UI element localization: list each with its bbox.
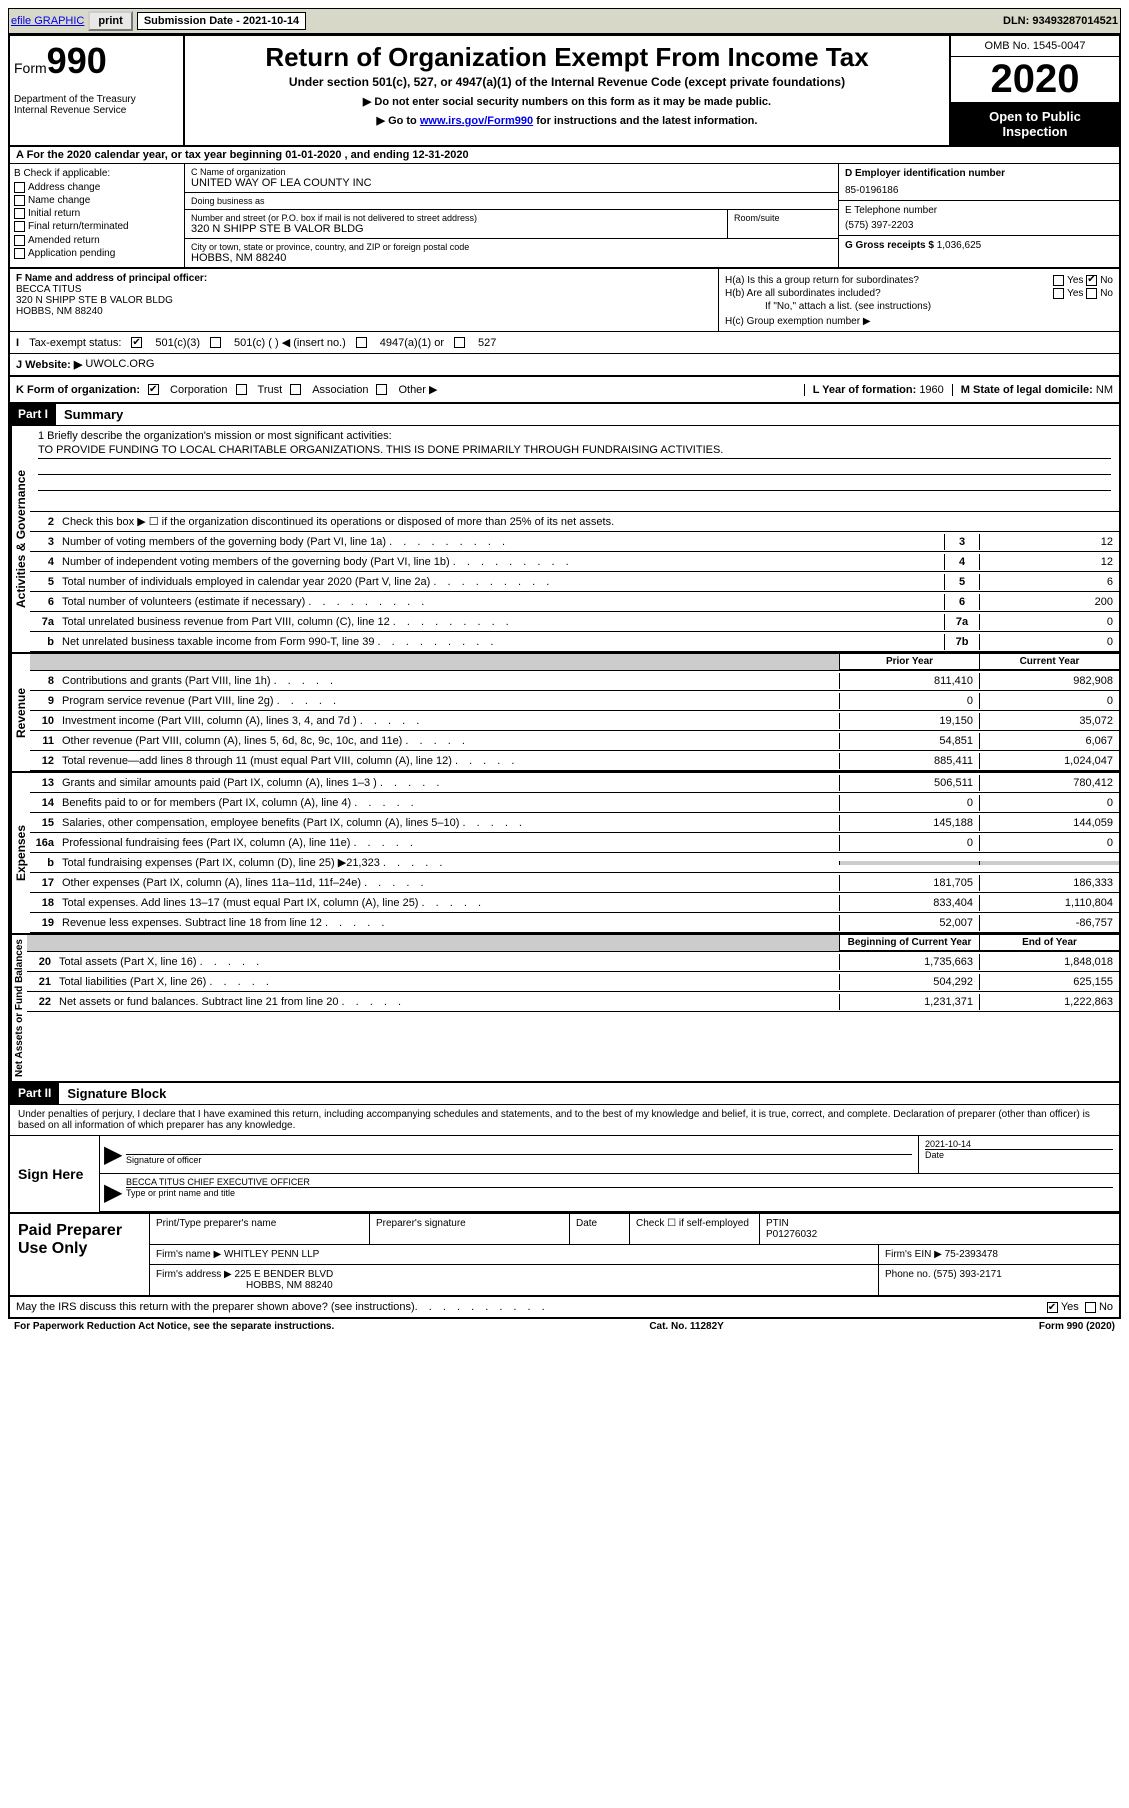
submission-date: Submission Date - 2021-10-14 [137,12,306,30]
check-discuss-no[interactable] [1085,1302,1096,1313]
instruction-1: ▶ Do not enter social security numbers o… [191,95,943,108]
officer-name: BECCA TITUS [16,284,712,295]
col-f-officer: F Name and address of principal officer:… [10,269,719,331]
city-state-zip: HOBBS, NM 88240 [191,252,832,264]
table-row: 7aTotal unrelated business revenue from … [30,612,1119,632]
ein: 85-0196186 [845,185,1113,196]
dln: DLN: 93493287014521 [1003,15,1118,27]
table-row: 12Total revenue—add lines 8 through 11 (… [30,751,1119,771]
table-row: bTotal fundraising expenses (Part IX, co… [30,853,1119,873]
table-row: bNet unrelated business taxable income f… [30,632,1119,652]
table-row: 4Number of independent voting members of… [30,552,1119,572]
efile-link[interactable]: efile GRAPHIC [11,15,84,27]
activities-governance: Activities & Governance 1 Briefly descri… [10,426,1119,654]
sign-here-block: Sign Here ▶ Signature of officer 2021-10… [10,1135,1119,1212]
footer-line: For Paperwork Reduction Act Notice, see … [8,1319,1121,1334]
check-application-pending[interactable]: Application pending [14,248,180,259]
check-4947[interactable] [356,337,367,348]
table-row: 13Grants and similar amounts paid (Part … [30,773,1119,793]
mission-text: TO PROVIDE FUNDING TO LOCAL CHARITABLE O… [38,442,1111,459]
row-k-form-org: K Form of organization: Corporation Trus… [10,377,1119,404]
tax-year: 2020 [951,57,1119,103]
form-title: Return of Organization Exempt From Incom… [191,42,943,73]
table-row: 6Total number of volunteers (estimate if… [30,592,1119,612]
officer-name-title: BECCA TITUS CHIEF EXECUTIVE OFFICER [126,1177,1113,1188]
firm-ein: 75-2393478 [945,1249,998,1260]
table-row: 15Salaries, other compensation, employee… [30,813,1119,833]
col-h-group: H(a) Is this a group return for subordin… [719,269,1119,331]
state-domicile: NM [1096,384,1113,396]
perjury-statement: Under penalties of perjury, I declare th… [10,1105,1119,1135]
table-row: 5Total number of individuals employed in… [30,572,1119,592]
revenue-section: Revenue Prior Year Current Year 8Contrib… [10,654,1119,773]
row-j-website: J Website: ▶ UWOLC.ORG [10,354,1119,377]
form-subtitle: Under section 501(c), 527, or 4947(a)(1)… [191,75,943,89]
form-header: Form990 Department of the Treasury Inter… [10,36,1119,147]
expenses-section: Expenses 13Grants and similar amounts pa… [10,773,1119,935]
signature-date: 2021-10-14 [925,1139,1113,1150]
table-row: 9Program service revenue (Part VIII, lin… [30,691,1119,711]
check-discuss-yes[interactable] [1047,1302,1058,1313]
check-address-change[interactable]: Address change [14,182,180,193]
firm-address: 225 E BENDER BLVD [235,1269,334,1280]
table-row: 16aProfessional fundraising fees (Part I… [30,833,1119,853]
check-association[interactable] [290,384,301,395]
ptin: P01276032 [766,1229,1113,1240]
check-amended-return[interactable]: Amended return [14,235,180,246]
check-corporation[interactable] [148,384,159,395]
table-row: 22Net assets or fund balances. Subtract … [27,992,1119,1012]
check-final-return[interactable]: Final return/terminated [14,221,180,232]
table-row: 21Total liabilities (Part X, line 26) . … [27,972,1119,992]
check-initial-return[interactable]: Initial return [14,208,180,219]
row-a-tax-year: A For the 2020 calendar year, or tax yea… [10,147,1119,164]
section-fgh: F Name and address of principal officer:… [10,269,1119,332]
instruction-2: ▶ Go to www.irs.gov/Form990 for instruct… [191,114,943,127]
org-name: UNITED WAY OF LEA COUNTY INC [191,177,832,189]
table-row: 8Contributions and grants (Part VIII, li… [30,671,1119,691]
check-527[interactable] [454,337,465,348]
signature-arrow-icon: ▶ [100,1136,120,1173]
form-number: Form990 [14,40,179,82]
table-row: 20Total assets (Part X, line 16) . . . .… [27,952,1119,972]
row-i-tax-status: I Tax-exempt status: 501(c)(3) 501(c) ( … [10,332,1119,354]
signature-arrow-icon: ▶ [100,1174,120,1211]
check-name-change[interactable]: Name change [14,195,180,206]
col-b-checkboxes: B Check if applicable: Address change Na… [10,164,185,267]
irs-link[interactable]: www.irs.gov/Form990 [420,115,533,127]
col-d-ein: D Employer identification number 85-0196… [839,164,1119,267]
check-501c3[interactable] [131,337,142,348]
form-ref: Form 990 (2020) [1039,1321,1115,1332]
inspection-notice: Open to Public Inspection [951,103,1119,145]
print-button[interactable]: print [88,11,132,31]
year-formation: 1960 [919,384,943,396]
part2-header: Part II Signature Block [10,1083,1119,1105]
check-trust[interactable] [236,384,247,395]
net-assets-section: Net Assets or Fund Balances Beginning of… [10,935,1119,1083]
form-990: Form990 Department of the Treasury Inter… [8,34,1121,1319]
table-row: 17Other expenses (Part IX, column (A), l… [30,873,1119,893]
table-row: 3Number of voting members of the governi… [30,532,1119,552]
check-other[interactable] [376,384,387,395]
part1-header: Part I Summary [10,404,1119,426]
telephone: (575) 397-2203 [845,220,1113,231]
gross-receipts: 1,036,625 [937,240,982,251]
table-row: 14Benefits paid to or for members (Part … [30,793,1119,813]
website: UWOLC.ORG [85,358,154,371]
section-bcd: B Check if applicable: Address change Na… [10,164,1119,269]
irs-discuss-row: May the IRS discuss this return with the… [10,1297,1119,1317]
table-row: 18Total expenses. Add lines 13–17 (must … [30,893,1119,913]
table-row: 19Revenue less expenses. Subtract line 1… [30,913,1119,933]
table-row: 11Other revenue (Part VIII, column (A), … [30,731,1119,751]
street-address: 320 N SHIPP STE B VALOR BLDG [191,223,721,235]
omb-number: OMB No. 1545-0047 [951,36,1119,57]
top-bar: efile GRAPHIC print Submission Date - 20… [8,8,1121,34]
table-row: 10Investment income (Part VIII, column (… [30,711,1119,731]
cat-number: Cat. No. 11282Y [334,1321,1039,1332]
department: Department of the Treasury Internal Reve… [14,94,179,116]
col-c-org-info: C Name of organization UNITED WAY OF LEA… [185,164,839,267]
paid-preparer-block: Paid Preparer Use Only Print/Type prepar… [10,1212,1119,1297]
firm-name: WHITLEY PENN LLP [224,1249,319,1260]
firm-phone: (575) 393-2171 [933,1269,1001,1280]
check-501c[interactable] [210,337,221,348]
